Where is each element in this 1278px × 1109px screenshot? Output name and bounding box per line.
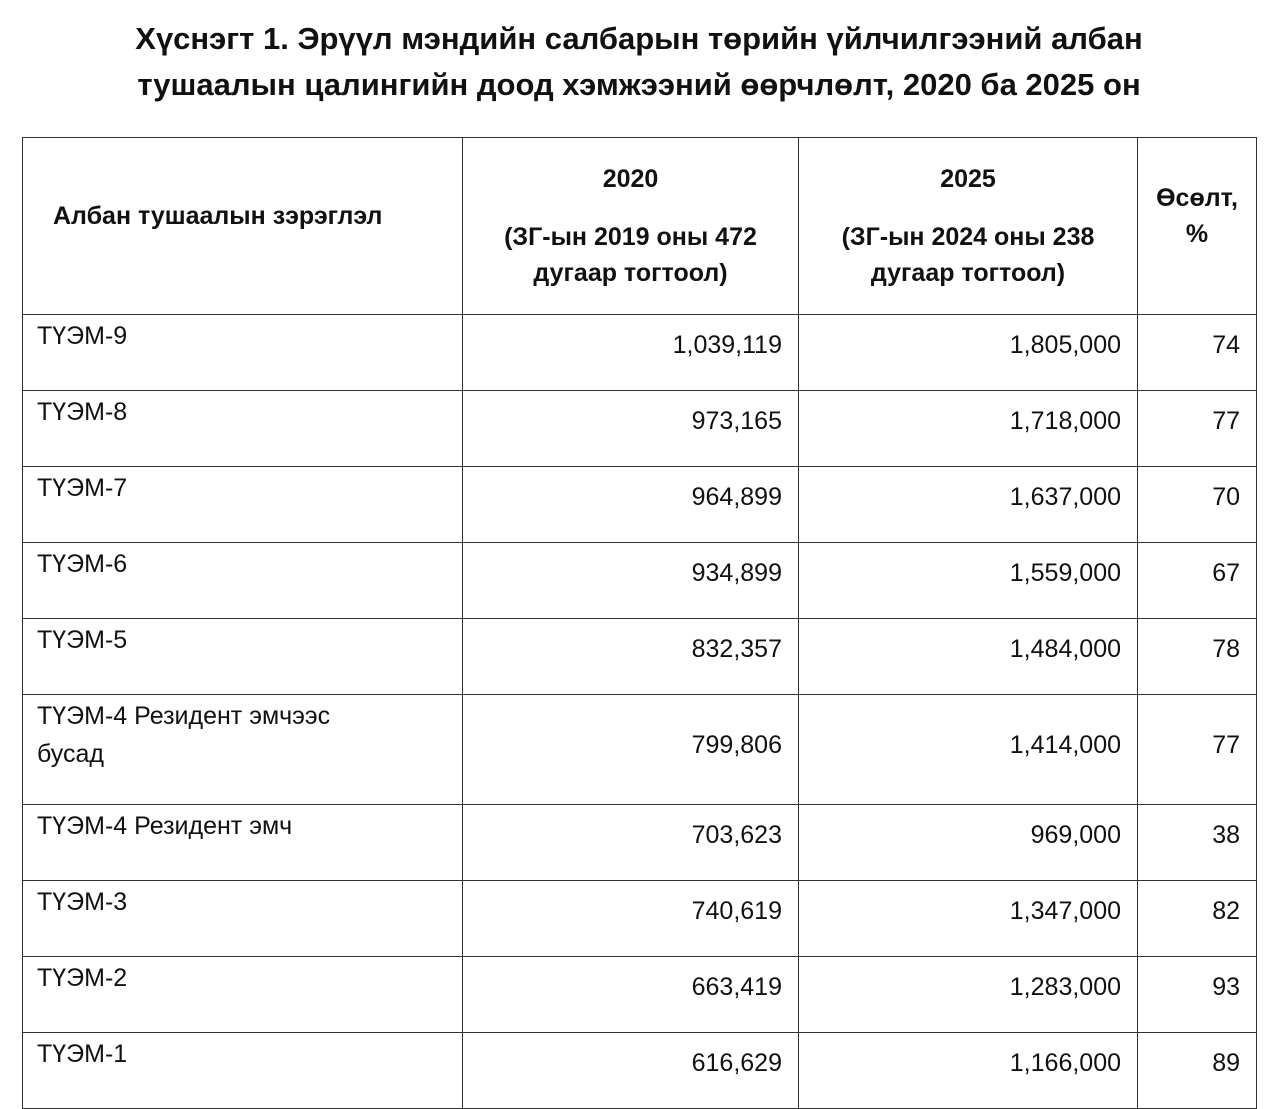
table: Албан тушаалын зэрэглэл 2020 (ЗГ-ын 2019 … — [22, 137, 1257, 1109]
row-label: ТҮЭМ-4 Резидент эмч — [22, 804, 463, 881]
row-label: ТҮЭМ-6 — [22, 542, 463, 619]
cell-value: 70 — [1137, 466, 1257, 543]
header-note: (ЗГ-ын 2019 оны 472 дугаар тогтоол) — [504, 223, 757, 287]
cell-value: 77 — [1137, 694, 1257, 805]
table-row: ТҮЭМ-1 616,629 1,166,000 89 — [22, 1032, 1257, 1109]
cell-value: 934,899 — [462, 542, 799, 619]
row-label: ТҮЭМ-1 — [22, 1032, 463, 1109]
title-line: Хүснэгт 1. Эрүүл мэндийн салбарын төрийн… — [135, 21, 1143, 56]
table-row: ТҮЭМ-6 934,899 1,559,000 67 — [22, 542, 1257, 619]
header-cell: Өсөлт, % — [1137, 137, 1257, 315]
cell-value: 89 — [1137, 1032, 1257, 1109]
cell-value: 1,637,000 — [798, 466, 1138, 543]
cell-value: 799,806 — [462, 694, 799, 805]
cell-value: 1,484,000 — [798, 618, 1138, 695]
title-line: тушаалын цалингийн доод хэмжээний өөрчлө… — [137, 67, 1141, 102]
header-cell: 2025 (ЗГ-ын 2024 оны 238 дугаар тогтоол) — [798, 137, 1138, 315]
row-label: ТҮЭМ-4 Резидент эмчээс бусад — [22, 694, 463, 805]
row-label: ТҮЭМ-8 — [22, 390, 463, 467]
cell-value: 663,419 — [462, 956, 799, 1033]
cell-value: 616,629 — [462, 1032, 799, 1109]
cell-value: 703,623 — [462, 804, 799, 881]
table-row: ТҮЭМ-4 Резидент эмч 703,623 969,000 38 — [22, 804, 1257, 881]
cell-value: 77 — [1137, 390, 1257, 467]
cell-value: 740,619 — [462, 880, 799, 957]
table-body: ТҮЭМ-9 1,039,119 1,805,000 74 ТҮЭМ-8 973,165 1… — [22, 314, 1257, 1109]
cell-value: 74 — [1137, 314, 1257, 391]
cell-value: 82 — [1137, 880, 1257, 957]
header-note: (ЗГ-ын 2024 оны 238 дугаар тогтоол) — [841, 223, 1095, 287]
cell-value: 1,718,000 — [798, 390, 1138, 467]
cell-value: 1,283,000 — [798, 956, 1138, 1033]
cell-value: 1,039,119 — [462, 314, 799, 391]
cell-value: 1,347,000 — [798, 880, 1138, 957]
row-label: ТҮЭМ-3 — [22, 880, 463, 957]
cell-value: 964,899 — [462, 466, 799, 543]
row-label: ТҮЭМ-9 — [22, 314, 463, 391]
table-row: ТҮЭМ-7 964,899 1,637,000 70 — [22, 466, 1257, 543]
cell-value: 1,166,000 — [798, 1032, 1138, 1109]
table-row: ТҮЭМ-4 Резидент эмчээс бусад 799,806 1,414… — [22, 694, 1257, 805]
cell-value: 67 — [1137, 542, 1257, 619]
page: Хүснэгт 1. Эрүүл мэндийн салбарын төрийн… — [0, 16, 1278, 1109]
table-row: ТҮЭМ-8 973,165 1,718,000 77 — [22, 390, 1257, 467]
table-row: ТҮЭМ-2 663,419 1,283,000 93 — [22, 956, 1257, 1033]
row-label: ТҮЭМ-2 — [22, 956, 463, 1033]
table-row: ТҮЭМ-5 832,357 1,484,000 78 — [22, 618, 1257, 695]
cell-value: 973,165 — [462, 390, 799, 467]
row-label: ТҮЭМ-5 — [22, 618, 463, 695]
cell-value: 832,357 — [462, 618, 799, 695]
table-row: ТҮЭМ-9 1,039,119 1,805,000 74 — [22, 314, 1257, 391]
cell-value: 78 — [1137, 618, 1257, 695]
header-cell: Албан тушаалын зэрэглэл — [22, 137, 463, 315]
header-year: 2020 — [602, 165, 659, 193]
cell-value: 1,559,000 — [798, 542, 1138, 619]
cell-value: 93 — [1137, 956, 1257, 1033]
header-cell: 2020 (ЗГ-ын 2019 оны 472 дугаар тогтоол) — [462, 137, 799, 315]
table-row: ТҮЭМ-3 740,619 1,347,000 82 — [22, 880, 1257, 957]
header-year: 2025 — [940, 165, 996, 193]
cell-value: 1,414,000 — [798, 694, 1138, 805]
row-label: ТҮЭМ-7 — [22, 466, 463, 543]
header-row: Албан тушаалын зэрэглэл 2020 (ЗГ-ын 2019 … — [22, 137, 1257, 315]
cell-value: 969,000 — [798, 804, 1138, 881]
cell-value: 38 — [1137, 804, 1257, 881]
title: Хүснэгт 1. Эрүүл мэндийн салбарын төрийн… — [0, 16, 1278, 108]
cell-value: 1,805,000 — [798, 314, 1138, 391]
